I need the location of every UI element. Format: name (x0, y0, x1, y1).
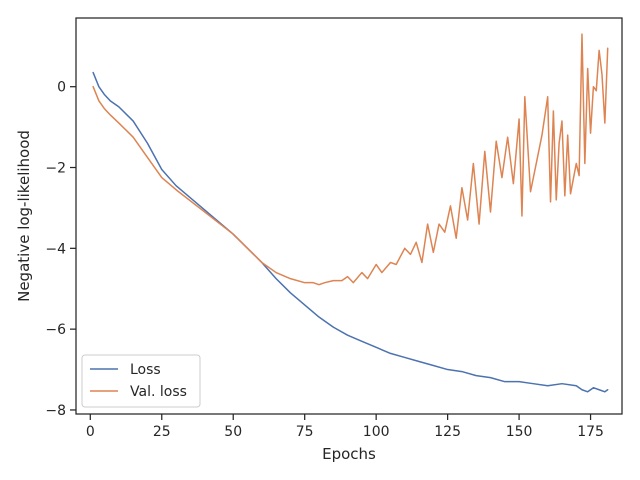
x-tick-label: 150 (506, 424, 533, 440)
y-tick-label: −6 (45, 322, 66, 338)
y-tick-label: 0 (57, 80, 66, 96)
x-tick-label: 75 (296, 424, 314, 440)
x-tick-label: 175 (577, 424, 604, 440)
x-tick-label: 25 (153, 424, 171, 440)
legend-box (81, 354, 201, 408)
y-tick-label: −4 (45, 241, 66, 257)
x-axis-label: Epochs (322, 445, 376, 463)
x-tick-label: 125 (434, 424, 461, 440)
plot-area (75, 17, 623, 415)
x-tick-label: 50 (224, 424, 242, 440)
legend-entry: Loss (130, 362, 161, 378)
y-tick-label: −2 (45, 161, 66, 177)
legend: Loss Val. loss (81, 354, 201, 408)
series-line-2 (92, 33, 609, 286)
x-axis-ticks: 0 25 50 75 100 125 150 175 (86, 414, 604, 440)
series-line-1 (92, 71, 609, 393)
x-tick-label: 0 (86, 424, 95, 440)
series-layer (92, 33, 609, 393)
x-tick-label: 100 (363, 424, 390, 440)
y-tick-label: −8 (45, 403, 66, 419)
y-axis-label: Negative log-likelihood (15, 130, 33, 302)
legend-entry: Val. loss (130, 384, 187, 400)
plot-frame (75, 17, 623, 415)
y-axis-ticks: −8 −6 −4 −2 0 (45, 80, 76, 419)
